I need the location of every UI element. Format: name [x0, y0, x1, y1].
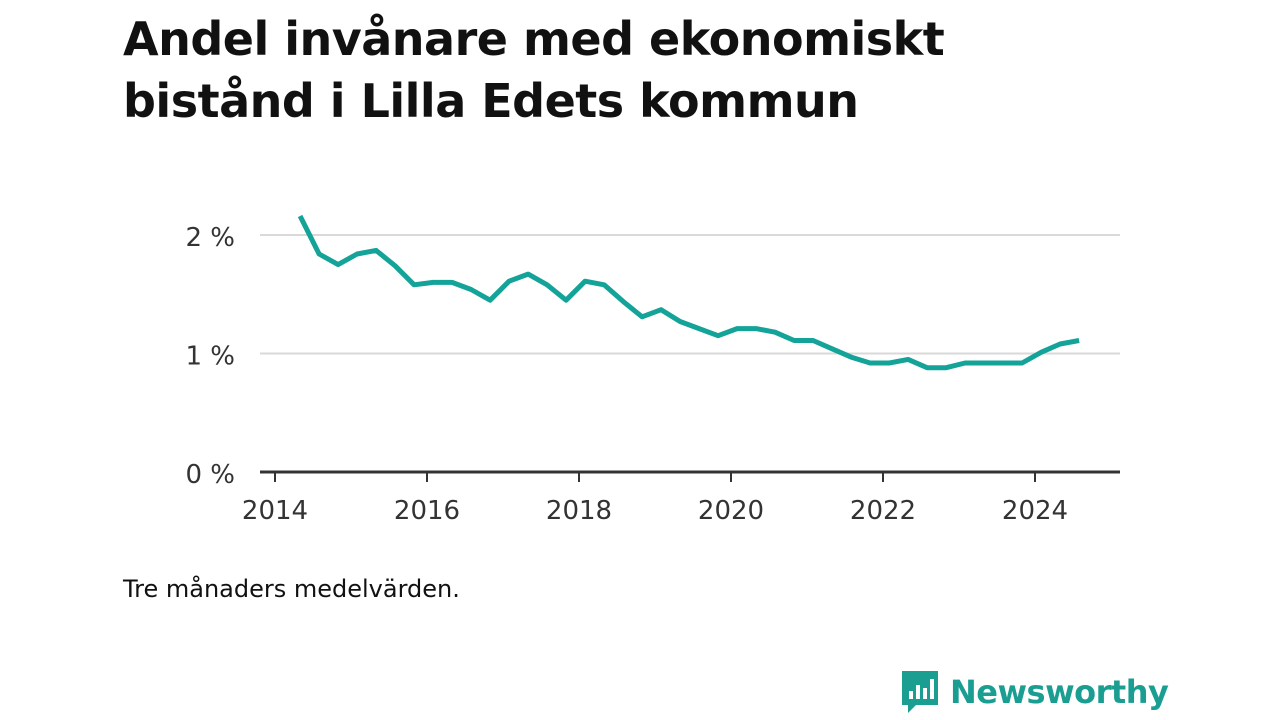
brand-logo: Newsworthy	[900, 668, 1169, 716]
gridlines	[260, 234, 1120, 355]
brand-name: Newsworthy	[950, 673, 1169, 711]
y-axis-labels: 0 % 1 % 2 %	[185, 223, 235, 490]
y-tick-label: 1 %	[185, 342, 235, 372]
x-tick-label: 2020	[698, 496, 764, 526]
x-tick-label: 2016	[394, 496, 460, 526]
y-tick-label: 2 %	[185, 223, 235, 253]
x-tick-label: 2024	[1002, 496, 1068, 526]
series-line	[297, 214, 1080, 371]
x-axis-labels: 2014 2016 2018 2020 2022 2024	[242, 496, 1068, 526]
bar-chart-icon	[902, 671, 938, 713]
chart-title: Andel invånare med ekonomiskt bistånd i …	[123, 12, 945, 128]
x-tick-label: 2022	[850, 496, 916, 526]
x-tick-label: 2018	[546, 496, 612, 526]
chart-note: Tre månaders medelvärden.	[123, 575, 460, 603]
x-tick-label: 2014	[242, 496, 308, 526]
series	[297, 214, 1080, 371]
y-tick-label: 0 %	[185, 460, 235, 490]
x-axis	[260, 470, 1120, 482]
